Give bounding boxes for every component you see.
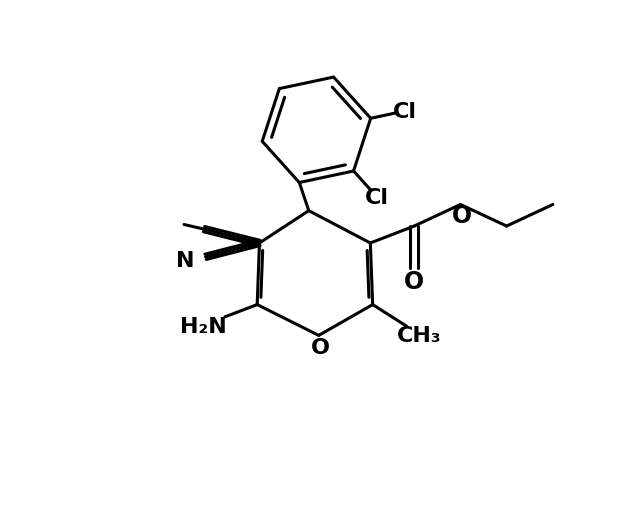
- Text: O: O: [404, 269, 424, 293]
- Text: CH₃: CH₃: [397, 326, 441, 346]
- Text: Cl: Cl: [365, 188, 389, 208]
- Text: O: O: [452, 204, 472, 228]
- Text: O: O: [311, 337, 330, 357]
- Text: N: N: [176, 250, 195, 270]
- Text: H₂N: H₂N: [180, 317, 227, 336]
- Text: Cl: Cl: [394, 102, 417, 122]
